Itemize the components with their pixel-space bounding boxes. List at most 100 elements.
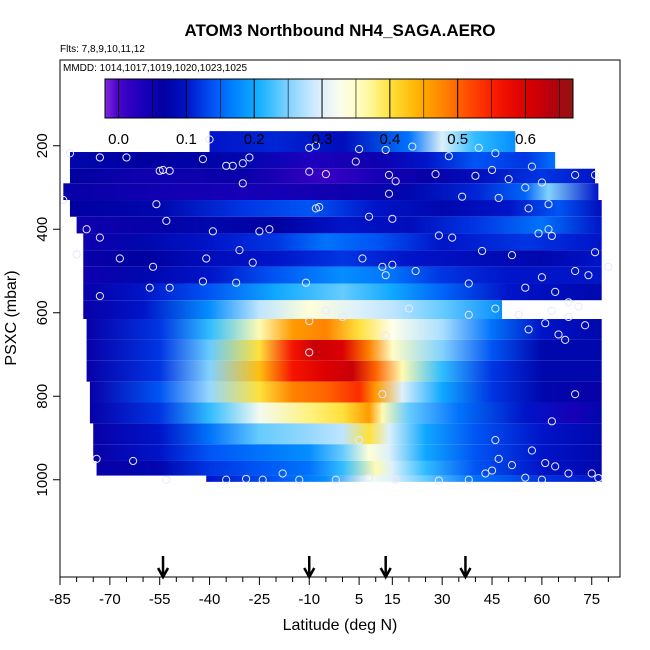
sample-marker — [165, 283, 174, 292]
sample-marker — [408, 142, 417, 151]
latitude-arrow — [379, 556, 392, 580]
sample-marker — [431, 170, 440, 179]
sample-marker — [155, 166, 164, 175]
sample-marker — [594, 473, 603, 483]
sample-marker — [388, 214, 397, 223]
flights-label: Flts: 7,8,9,10,11,12 — [60, 44, 145, 55]
colorbar-tick-label: 0.2 — [244, 131, 265, 148]
latitude-arrows — [156, 556, 472, 580]
sample-marker — [524, 325, 533, 334]
colorbar-tick-label: 0.4 — [379, 131, 400, 148]
sample-marker — [411, 266, 420, 276]
sample-marker — [265, 225, 274, 234]
sample-marker — [564, 469, 573, 478]
sample-marker — [524, 204, 533, 213]
heatmap-row — [69, 168, 596, 184]
heatmap-row — [89, 381, 602, 403]
sample-marker — [222, 475, 231, 484]
colorbar-bar — [104, 78, 574, 119]
sample-marker — [232, 278, 241, 287]
sample-marker — [590, 170, 600, 180]
y-tick-label: 1000 — [34, 463, 51, 496]
dates-label: MMDD: 1014,1017,1019,1020,1023,1025 — [63, 63, 247, 74]
sample-marker — [527, 446, 537, 455]
sample-marker — [544, 225, 553, 234]
sample-marker — [491, 435, 500, 445]
colorbar-tick-label: 0.6 — [515, 131, 536, 148]
sample-marker — [82, 225, 91, 234]
y-tick-label: 600 — [34, 300, 51, 325]
heatmap-layer — [63, 131, 602, 482]
x-tick-label: -55 — [149, 591, 171, 608]
x-tick-label: 60 — [534, 591, 551, 608]
sample-marker — [584, 271, 593, 280]
sample-marker — [474, 143, 483, 152]
sample-marker — [507, 461, 517, 470]
y-tick-label: 800 — [34, 384, 51, 409]
sample-marker — [378, 390, 387, 399]
x-axis: -85 -70 -55 -40 -25 -10 5 15 30 45 60 75 — [49, 577, 609, 608]
sample-marker — [458, 192, 467, 201]
sample-marker — [547, 231, 556, 241]
sample-marker — [331, 475, 340, 484]
heatmap-row — [83, 283, 602, 301]
heatmap-row — [76, 216, 602, 234]
sample-marker — [604, 262, 613, 271]
sample-marker — [364, 473, 374, 482]
sample-marker — [242, 474, 251, 484]
colorbar-tick-label: 0.1 — [176, 131, 197, 148]
sample-marker — [162, 216, 171, 225]
sample-marker — [491, 304, 500, 313]
sample-marker — [321, 170, 330, 179]
sample-marker — [378, 262, 387, 271]
sample-marker — [537, 178, 546, 187]
sample-marker — [384, 189, 394, 198]
sample-marker — [487, 466, 497, 475]
sample-markers — [60, 135, 613, 485]
heatmap-row — [93, 444, 602, 461]
sample-marker — [115, 254, 124, 263]
sample-marker — [571, 266, 580, 276]
sample-marker — [541, 319, 550, 328]
x-tick-label: -40 — [199, 591, 221, 608]
sample-marker — [278, 469, 287, 478]
sample-marker — [547, 417, 556, 426]
sample-marker — [554, 330, 563, 339]
sample-marker — [537, 273, 546, 282]
sample-marker — [338, 312, 347, 322]
sample-marker — [321, 306, 330, 315]
sample-marker — [464, 279, 473, 288]
sample-marker — [491, 149, 500, 158]
sample-marker — [384, 170, 394, 180]
sample-marker — [355, 144, 364, 154]
sample-marker — [521, 473, 530, 482]
colorbar-tick-label: 0.3 — [312, 131, 333, 148]
x-tick-label: 5 — [355, 591, 363, 608]
sample-marker — [537, 475, 546, 484]
sample-marker — [391, 177, 400, 186]
x-tick-label: -10 — [298, 591, 320, 608]
sample-marker — [245, 153, 254, 162]
sample-marker — [165, 166, 174, 175]
sample-marker — [561, 335, 570, 344]
latitude-arrow — [459, 556, 472, 580]
sample-marker — [477, 246, 487, 256]
y-axis: 200 400 600 800 1000 — [34, 133, 60, 496]
heatmap-row — [206, 475, 602, 482]
sample-marker — [238, 179, 247, 188]
sample-marker — [198, 277, 208, 286]
sample-marker — [235, 246, 244, 255]
sample-marker — [72, 250, 81, 259]
sample-marker — [381, 331, 390, 340]
sample-marker — [541, 458, 550, 468]
sample-marker — [494, 454, 503, 463]
y-tick-label: 200 — [34, 133, 51, 158]
heatmap-row — [96, 460, 602, 476]
heatmap-row — [83, 233, 602, 251]
colorbar: 0.0 0.1 0.2 0.3 0.4 0.5 0.6 — [104, 78, 574, 148]
heatmap-row — [209, 131, 516, 153]
sample-marker — [434, 231, 443, 240]
sample-marker — [574, 302, 583, 311]
sample-marker — [587, 469, 596, 478]
heatmap-row — [83, 266, 602, 284]
